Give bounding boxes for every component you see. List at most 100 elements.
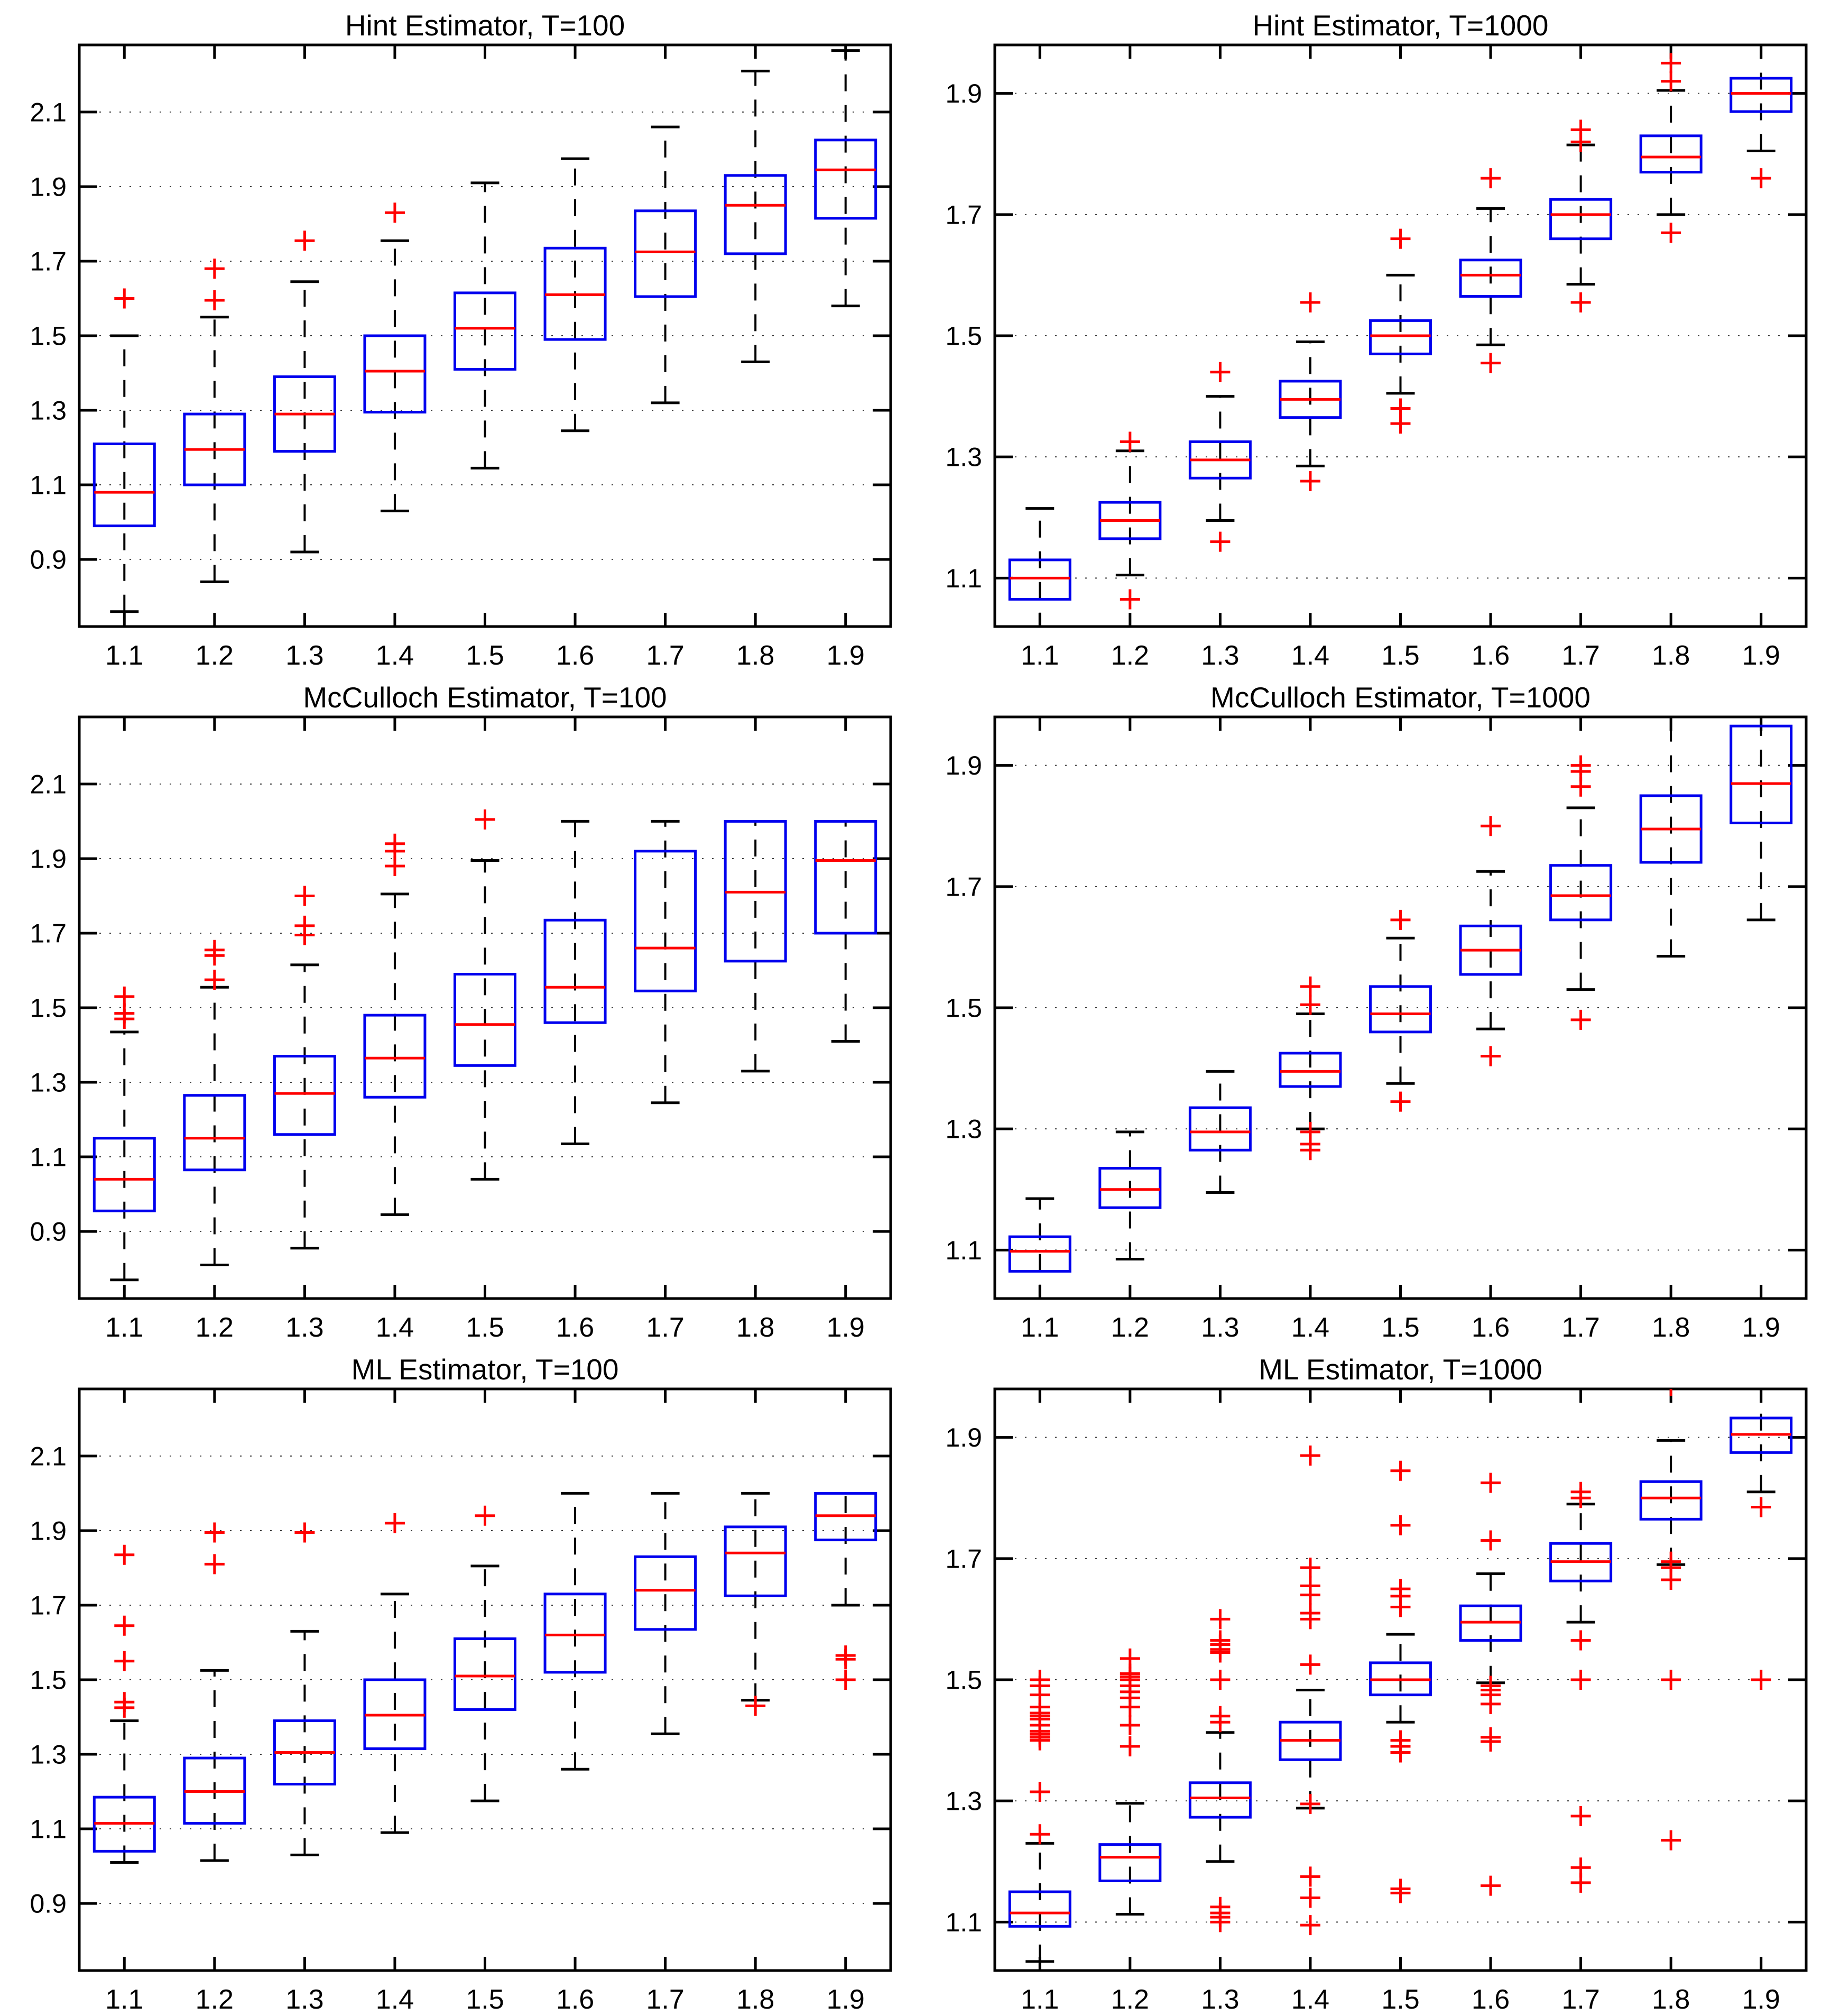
outlier-marker — [1669, 1389, 1672, 1396]
box-group-1.1 — [1008, 1670, 1071, 1963]
outlier-marker — [1210, 531, 1231, 552]
x-tick-label: 1.5 — [1381, 1984, 1419, 2015]
box-group-1.1 — [1008, 507, 1071, 627]
x-tick-label: 1.5 — [466, 1984, 504, 2015]
y-tick-label: 1.1 — [945, 1236, 982, 1265]
x-tick-label: 1.7 — [646, 1312, 684, 1343]
box-rect — [543, 918, 607, 1024]
x-tick-label: 1.6 — [556, 1312, 594, 1343]
outlier-marker — [294, 925, 315, 945]
outlier-marker — [1570, 1670, 1591, 1690]
outlier-marker — [1570, 1488, 1591, 1508]
outlier-marker — [384, 1513, 405, 1533]
x-tick-label: 1.4 — [376, 1984, 414, 2015]
outlier-marker — [114, 1615, 135, 1636]
x-tick-label: 1.3 — [285, 640, 323, 671]
box-rect — [1279, 1052, 1342, 1088]
outlier-marker — [835, 1670, 856, 1690]
y-tick-label: 1.3 — [30, 1740, 67, 1770]
x-tick-label: 1.6 — [1472, 1984, 1510, 2015]
box-rect — [1369, 319, 1432, 355]
x-tick-label: 1.9 — [1742, 640, 1780, 671]
panel-title: Hint Estimator, T=100 — [345, 9, 625, 42]
outlier-marker — [1570, 1009, 1591, 1030]
box-group-1.7 — [1549, 1481, 1613, 1893]
outlier-marker — [475, 809, 495, 830]
box-group-1.4 — [363, 202, 427, 512]
outlier-marker — [1300, 1866, 1320, 1887]
box-group-1.6 — [543, 157, 607, 432]
x-tick-label: 1.8 — [1652, 1312, 1690, 1343]
box-group-1.3 — [1188, 1070, 1252, 1194]
y-tick-label: 2.1 — [30, 1441, 67, 1471]
box-rect — [1188, 1106, 1252, 1152]
outlier-marker — [1300, 1888, 1320, 1908]
y-tick-label: 1.9 — [30, 844, 67, 873]
outlier-marker — [1300, 1140, 1320, 1161]
boxplot-canvas-mcculloch-t100: 0.9 1.1 1.3 1.5 1.7 1.9 2.1 1.1 1.2 1.3 1.4 1.5 1.6 1… — [30, 715, 892, 1343]
x-tick-label: 1.9 — [1742, 1312, 1780, 1343]
box-rect — [1369, 985, 1432, 1034]
x-tick-label: 1.1 — [1021, 1312, 1059, 1343]
box-rect — [1730, 77, 1793, 113]
y-tick-label: 1.7 — [945, 200, 982, 229]
y-tick-label: 1.9 — [30, 1516, 67, 1545]
box-group-1.9 — [1730, 1392, 1793, 1690]
y-tick-label: 0.9 — [30, 1217, 67, 1247]
box-group-1.4 — [1279, 292, 1342, 491]
box-group-1.2 — [1098, 431, 1162, 610]
box-group-1.9 — [814, 49, 877, 308]
outlier-marker — [1390, 1515, 1411, 1535]
outlier-marker — [1481, 1530, 1501, 1551]
outlier-marker — [835, 1649, 856, 1670]
y-tick-label: 1.5 — [945, 993, 982, 1023]
boxes-layer — [93, 1492, 877, 1864]
outlier-marker — [1300, 995, 1320, 1015]
y-tick-label: 1.1 — [30, 1143, 67, 1172]
x-tick-label: 1.6 — [556, 1984, 594, 2015]
outlier-marker — [1300, 1654, 1320, 1675]
y-tick-label: 1.5 — [30, 993, 67, 1023]
box-rect — [724, 174, 787, 255]
outlier-marker — [114, 1544, 135, 1565]
box-rect — [814, 820, 877, 935]
outlier-marker — [1030, 1730, 1050, 1751]
box-group-1.9 — [814, 820, 877, 1043]
panel-title: Hint Estimator, T=1000 — [1252, 9, 1549, 42]
box-rect — [634, 1555, 697, 1631]
outlier-marker — [114, 288, 135, 309]
x-tick-label: 1.9 — [827, 640, 865, 671]
box-rect — [634, 209, 697, 298]
outlier-marker — [1661, 223, 1681, 243]
box-group-1.8 — [1639, 1389, 1703, 1851]
axis-frame — [993, 715, 1808, 1300]
x-tick-label: 1.5 — [1381, 640, 1419, 671]
x-tick-label: 1.5 — [466, 640, 504, 671]
x-tick-label: 1.7 — [646, 640, 684, 671]
outlier-marker — [1570, 1630, 1591, 1651]
box-rect — [93, 1137, 156, 1212]
box-rect — [454, 291, 516, 371]
panel-hint-t1000: 1.1 1.3 1.5 1.7 1.9 1.1 1.2 1.3 1.4 1.5 1.6 1.7 1.8 1… — [916, 0, 1831, 672]
box-group-1.5 — [1369, 909, 1432, 1112]
x-tick-label: 1.7 — [1561, 1984, 1599, 2015]
panel-ml-t1000: 1.1 1.3 1.5 1.7 1.9 1.1 1.2 1.3 1.4 1.5 1.6 1.7 1.8 1… — [916, 1344, 1831, 2016]
x-tick-label: 1.1 — [105, 1312, 143, 1343]
box-rect — [1188, 1781, 1252, 1819]
x-tick-label: 1.1 — [105, 640, 143, 671]
x-tick-label: 1.9 — [1742, 1984, 1780, 2015]
outlier-marker — [1030, 1824, 1050, 1845]
box-rect — [363, 1014, 427, 1099]
outlier-marker — [1390, 1091, 1411, 1112]
box-rect — [363, 334, 427, 414]
y-tick-label: 1.9 — [945, 1423, 982, 1452]
outlier-marker — [1300, 1609, 1320, 1630]
x-tick-label: 1.6 — [556, 640, 594, 671]
box-rect — [454, 1637, 516, 1711]
x-tick-label: 1.4 — [1291, 1312, 1329, 1343]
x-tick-label: 1.3 — [1201, 1984, 1239, 2015]
x-tick-label: 1.2 — [1111, 1312, 1149, 1343]
outlier-marker — [1210, 1642, 1231, 1663]
box-rect — [724, 1525, 787, 1597]
box-group-1.6 — [543, 1492, 607, 1771]
